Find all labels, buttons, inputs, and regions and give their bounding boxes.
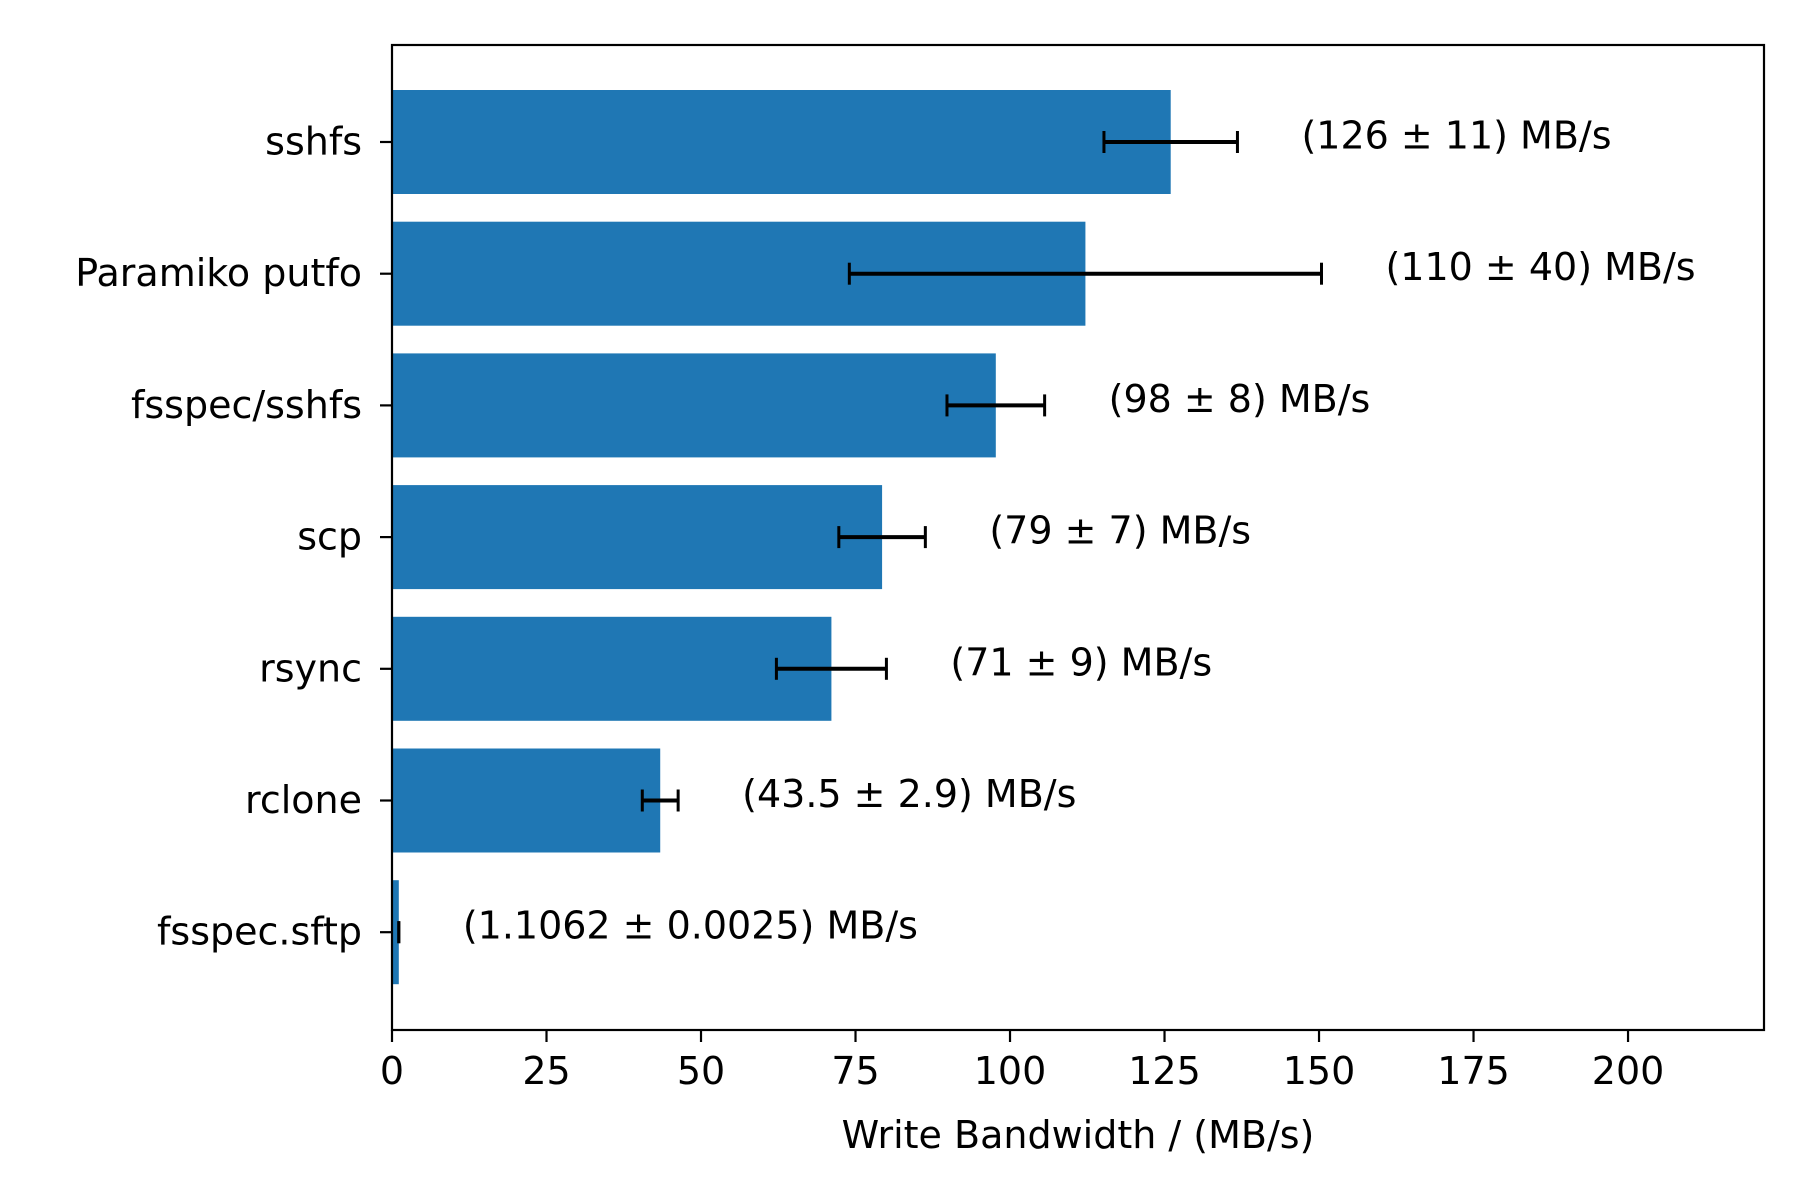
x-axis-title: Write Bandwidth / (MB/s) bbox=[842, 1113, 1315, 1157]
bar-4 bbox=[392, 616, 832, 721]
bar-2 bbox=[392, 353, 996, 458]
errorbar-5 bbox=[640, 789, 680, 812]
data-label-3: (79 ± 7) MB/s bbox=[989, 509, 1251, 553]
x-tick-label-4: 100 bbox=[974, 1049, 1047, 1093]
bar-3 bbox=[392, 485, 883, 590]
errorbar-0 bbox=[1102, 131, 1239, 153]
category-label-1: Paramiko putfo bbox=[75, 251, 362, 295]
data-label-2: (98 ± 8) MB/s bbox=[1109, 377, 1371, 421]
data-label-1: (110 ± 40) MB/s bbox=[1385, 245, 1695, 289]
plot-frame bbox=[390, 43, 1766, 1032]
x-tick-label-3: 75 bbox=[831, 1049, 879, 1093]
x-tick-label-2: 50 bbox=[677, 1049, 725, 1093]
category-label-4: rsync bbox=[259, 646, 362, 690]
category-label-5: rclone bbox=[245, 778, 362, 822]
errorbars-layer bbox=[397, 131, 1323, 944]
errorbar-1 bbox=[847, 262, 1323, 285]
x-tick-label-1: 25 bbox=[522, 1049, 570, 1093]
category-label-6: fsspec.sftp bbox=[157, 910, 362, 954]
errorbar-4 bbox=[774, 657, 888, 680]
bar-5 bbox=[392, 748, 661, 853]
category-label-0: sshfs bbox=[265, 120, 362, 164]
x-axis: 0 25 50 75 100 125 150 175 200 bbox=[380, 1030, 1664, 1093]
x-tick-label-5: 125 bbox=[1128, 1049, 1201, 1093]
data-label-4: (71 ± 9) MB/s bbox=[950, 640, 1212, 684]
errorbar-2 bbox=[945, 394, 1047, 417]
x-tick-label-0: 0 bbox=[380, 1049, 404, 1093]
data-label-5: (43.5 ± 2.9) MB/s bbox=[742, 772, 1076, 816]
category-label-3: scp bbox=[297, 515, 362, 559]
x-tick-label-7: 175 bbox=[1437, 1049, 1510, 1093]
bar-0 bbox=[392, 90, 1171, 194]
x-tick-label-6: 150 bbox=[1283, 1049, 1356, 1093]
bar-6 bbox=[392, 880, 399, 985]
y-axis: sshfs Paramiko putfo fsspec/sshfs scp rsync r… bbox=[75, 120, 392, 954]
x-tick-label-8: 200 bbox=[1592, 1049, 1665, 1093]
errorbar-3 bbox=[837, 526, 927, 549]
data-label-6: (1.1062 ± 0.0025) MB/s bbox=[463, 904, 918, 948]
category-label-2: fsspec/sshfs bbox=[131, 383, 362, 427]
data-labels-layer: (126 ± 11) MB/s (110 ± 40) MB/s (98 ± 8) M… bbox=[463, 114, 1696, 948]
data-label-0: (126 ± 11) MB/s bbox=[1301, 114, 1611, 158]
